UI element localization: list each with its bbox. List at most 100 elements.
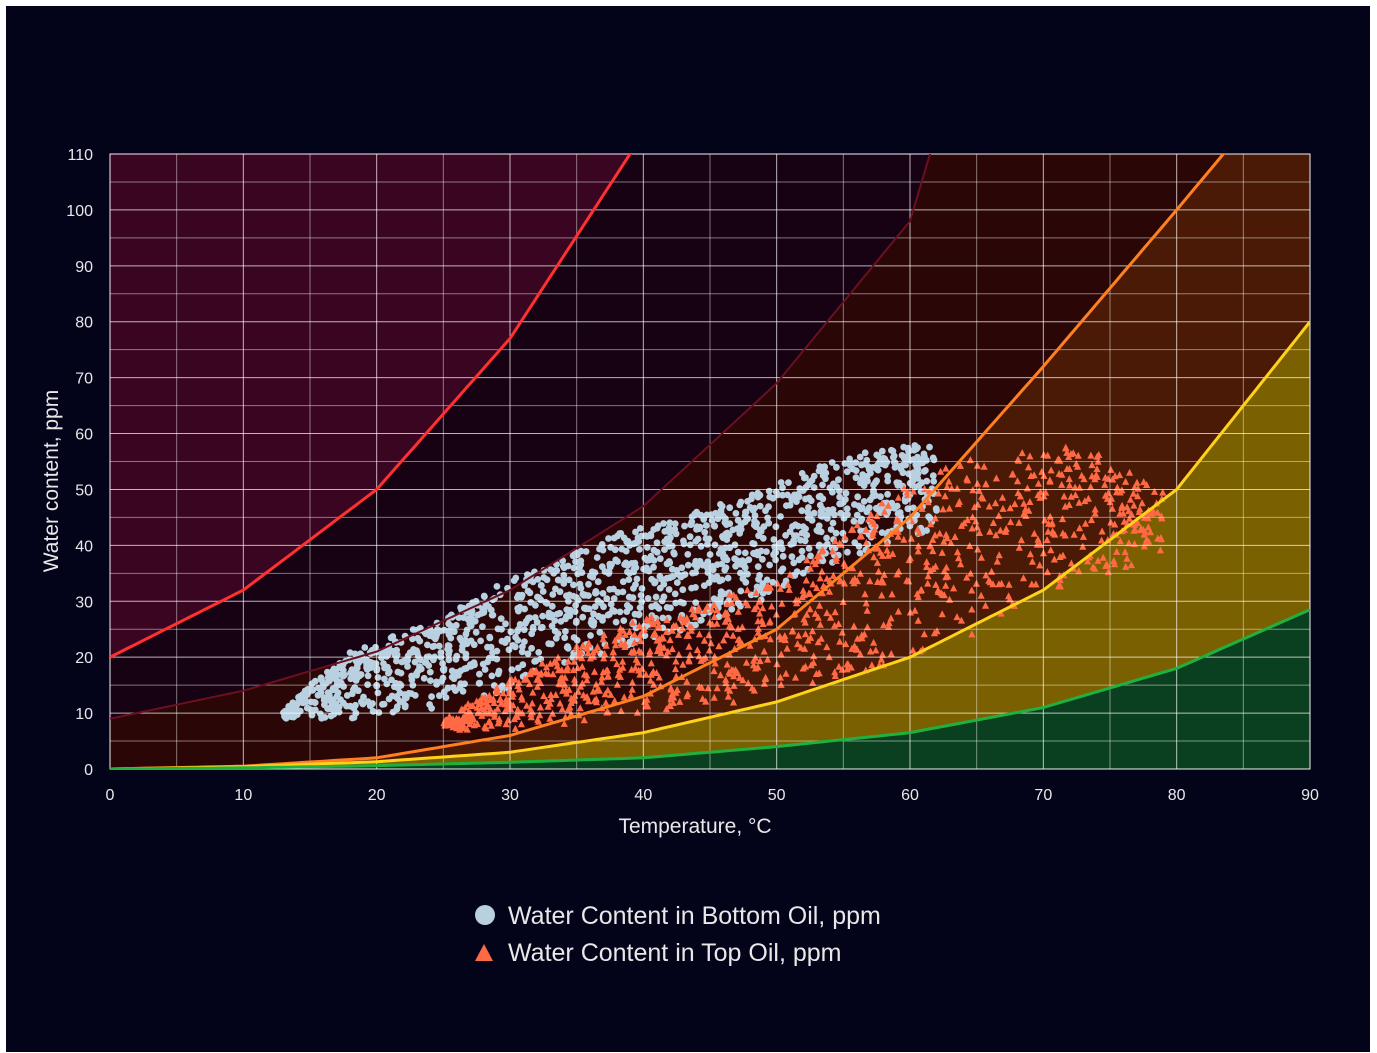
bottom-oil-point xyxy=(718,502,726,510)
top-oil-point xyxy=(1116,471,1124,479)
top-oil-point xyxy=(958,521,966,529)
bottom-oil-point xyxy=(303,704,311,712)
bottom-oil-point xyxy=(754,563,762,570)
top-oil-point xyxy=(806,564,814,572)
top-oil-point xyxy=(1139,526,1147,533)
top-oil-point xyxy=(894,493,902,501)
bottom-oil-point xyxy=(679,586,687,594)
bottom-oil-point xyxy=(844,548,851,556)
bottom-oil-point xyxy=(894,481,902,489)
bottom-oil-point xyxy=(572,619,580,626)
top-oil-point xyxy=(520,675,529,683)
bottom-oil-point xyxy=(582,548,590,555)
bottom-oil-point xyxy=(861,449,869,457)
top-oil-point xyxy=(684,630,692,638)
bottom-oil-point xyxy=(477,610,485,617)
bottom-oil-point xyxy=(746,504,754,511)
top-oil-point xyxy=(614,671,622,679)
top-oil-point xyxy=(710,667,718,675)
top-oil-point xyxy=(1047,466,1055,474)
top-oil-point xyxy=(726,622,734,630)
top-oil-point xyxy=(725,590,733,598)
top-oil-point xyxy=(1094,556,1102,564)
top-oil-point xyxy=(1122,477,1130,485)
bottom-oil-point xyxy=(663,574,671,582)
top-oil-point xyxy=(862,525,870,533)
top-oil-point xyxy=(893,517,901,525)
top-oil-point xyxy=(685,655,693,663)
bottom-oil-point xyxy=(827,526,835,533)
top-oil-point xyxy=(1125,507,1133,515)
bottom-oil-point xyxy=(843,505,851,513)
bottom-oil-point xyxy=(632,581,639,588)
top-oil-point xyxy=(486,717,494,725)
top-oil-point xyxy=(558,666,566,674)
bottom-oil-point xyxy=(557,618,565,625)
top-oil-point xyxy=(943,534,951,542)
bottom-oil-point xyxy=(817,508,825,515)
bottom-oil-point xyxy=(636,604,644,611)
bottom-oil-point xyxy=(582,604,590,612)
top-oil-point xyxy=(1030,471,1038,479)
bottom-oil-point xyxy=(605,570,613,577)
bottom-oil-point xyxy=(905,456,912,464)
top-oil-point xyxy=(730,672,738,680)
top-oil-point xyxy=(967,569,975,577)
top-oil-point xyxy=(924,572,932,580)
top-oil-point xyxy=(686,651,694,659)
top-oil-point xyxy=(528,699,536,707)
top-oil-point xyxy=(835,620,843,627)
top-oil-point xyxy=(460,717,468,725)
top-oil-point xyxy=(670,621,678,629)
bottom-oil-point xyxy=(902,461,909,469)
top-oil-point xyxy=(1002,525,1010,533)
top-oil-point xyxy=(828,547,836,555)
top-oil-point xyxy=(968,586,976,594)
bottom-oil-point xyxy=(574,570,582,578)
bottom-oil-point xyxy=(488,611,496,619)
bottom-oil-point xyxy=(413,669,420,677)
bottom-oil-point xyxy=(692,621,699,629)
bottom-oil-point xyxy=(564,643,571,650)
top-oil-point xyxy=(877,655,885,663)
top-oil-point xyxy=(463,725,471,733)
top-oil-point xyxy=(662,651,670,659)
top-oil-point xyxy=(675,650,683,658)
bottom-oil-point xyxy=(599,546,607,554)
top-oil-point xyxy=(762,673,770,681)
top-oil-point xyxy=(1080,475,1088,483)
top-oil-point xyxy=(870,638,878,646)
bottom-oil-point xyxy=(769,494,777,502)
bottom-oil-point xyxy=(434,626,441,633)
top-oil-point xyxy=(968,605,976,613)
bottom-oil-point xyxy=(514,664,522,672)
top-oil-point xyxy=(1087,451,1095,459)
top-oil-point xyxy=(1034,479,1043,487)
bottom-oil-point xyxy=(413,649,421,657)
top-oil-point xyxy=(453,724,461,732)
top-oil-point xyxy=(972,579,980,587)
bottom-oil-point xyxy=(705,535,713,543)
top-oil-point xyxy=(1044,451,1052,459)
bottom-oil-point xyxy=(594,578,602,586)
bottom-oil-point xyxy=(923,477,931,485)
bottom-oil-point xyxy=(493,583,501,590)
bottom-oil-point xyxy=(799,569,807,577)
top-oil-point xyxy=(633,708,641,716)
top-oil-point xyxy=(848,644,856,652)
bottom-oil-point xyxy=(883,458,891,466)
top-oil-point xyxy=(710,693,718,701)
top-oil-point xyxy=(621,630,629,638)
top-oil-point xyxy=(701,606,709,614)
top-oil-point xyxy=(590,667,599,675)
top-oil-point xyxy=(549,670,557,678)
top-oil-point xyxy=(732,593,740,601)
top-oil-point xyxy=(872,646,880,654)
top-oil-point xyxy=(924,498,932,506)
top-oil-point xyxy=(613,660,621,668)
bottom-oil-point xyxy=(638,585,646,592)
bottom-oil-point xyxy=(502,620,509,628)
top-oil-point xyxy=(933,627,941,635)
x-tick-label: 70 xyxy=(1034,787,1052,804)
bottom-oil-point xyxy=(726,544,734,552)
